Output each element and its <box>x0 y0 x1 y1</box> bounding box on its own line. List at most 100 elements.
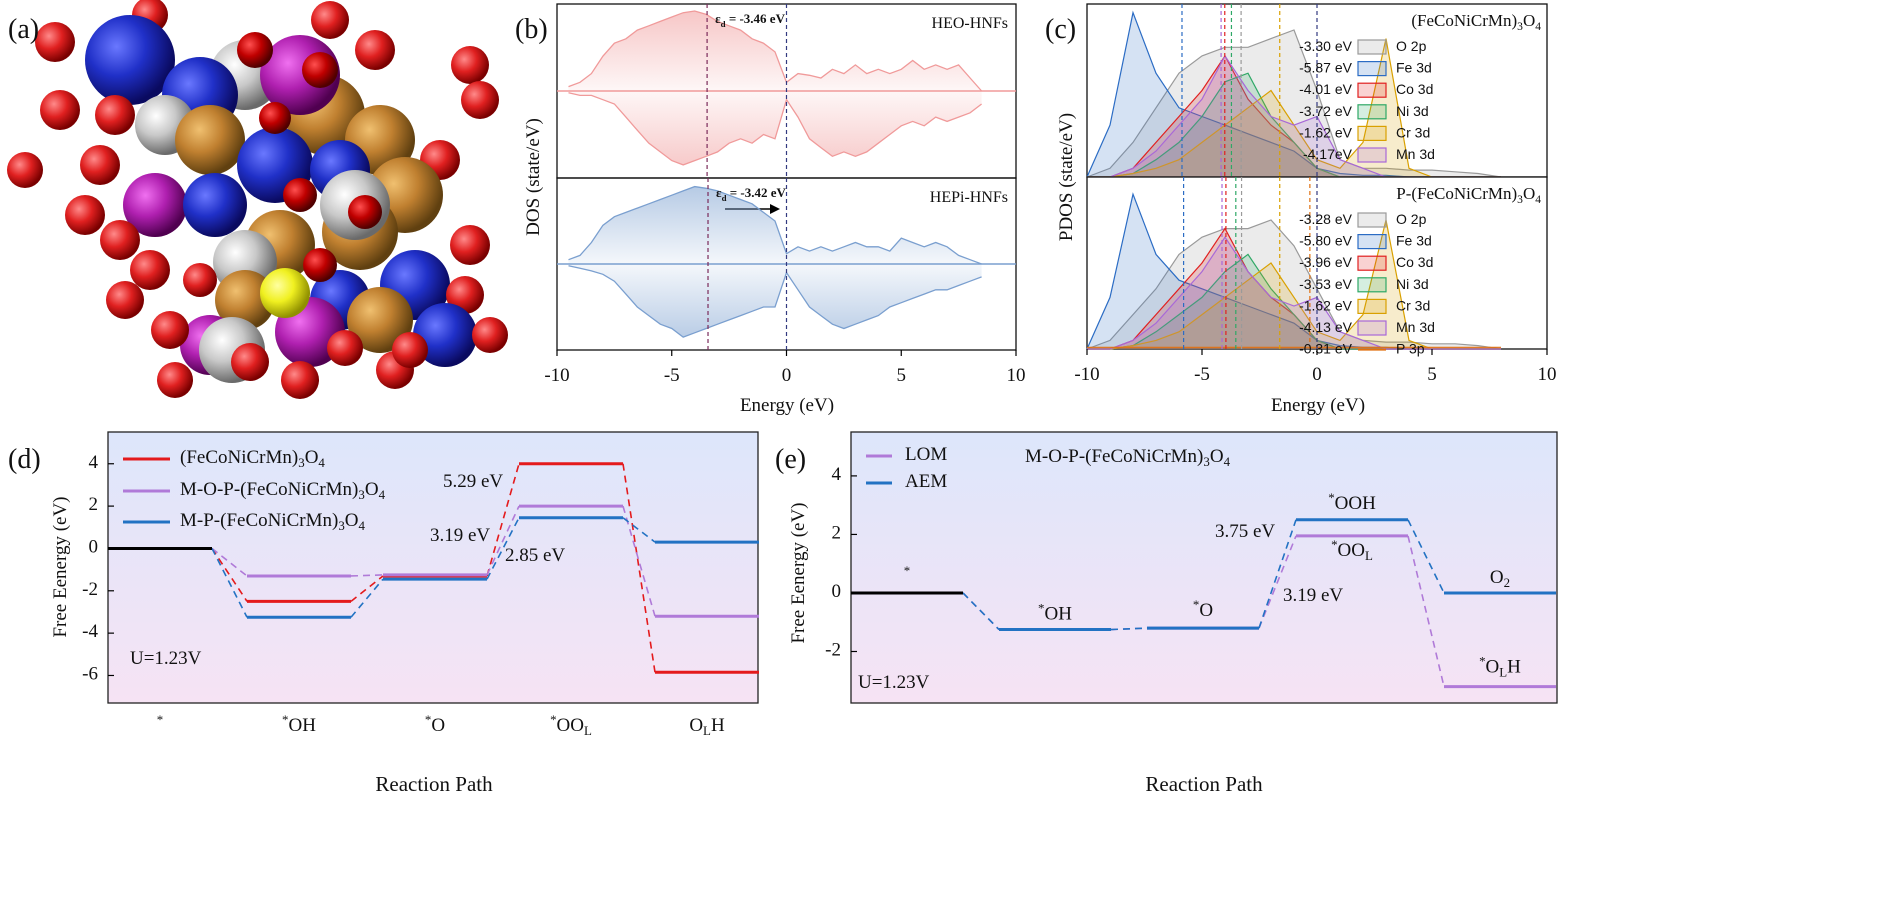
atom <box>451 46 489 84</box>
text-part: Cr 3d <box>1396 124 1430 140</box>
atom <box>311 1 349 39</box>
atom <box>450 225 490 265</box>
text-part: 3 <box>1517 20 1523 33</box>
legend-swatch <box>1357 234 1387 250</box>
atom <box>283 178 317 212</box>
legend-label: Co 3d <box>1396 81 1433 97</box>
text-part: -3.72 eV <box>1299 103 1353 119</box>
legend-center: -4.13 eV <box>1299 319 1353 335</box>
text-part: -2 <box>825 640 841 661</box>
text-part: OH <box>1045 604 1073 625</box>
pdos-line <box>1086 29 1502 178</box>
connector <box>211 547 248 577</box>
legend-center: -5.80 eV <box>1299 232 1353 248</box>
text-part: ε <box>716 185 722 200</box>
legend-swatch <box>1357 104 1387 120</box>
annotation: 3.19 eV <box>430 525 490 546</box>
text-part: O <box>345 510 359 531</box>
condition-label: U=1.23V <box>130 648 202 669</box>
text-part: -0.31 eV <box>1299 340 1353 356</box>
annotation: 2.85 eV <box>505 545 565 566</box>
d-band-center: εd = -3.42 eV <box>716 185 786 203</box>
y-axis-title: PDOS (state/eV) <box>1056 113 1077 241</box>
legend-label: LOM <box>905 444 947 465</box>
atom <box>260 268 310 318</box>
legend-swatch <box>1357 255 1387 271</box>
atom <box>281 361 319 399</box>
legend-swatch <box>1357 60 1387 77</box>
atom <box>100 220 140 260</box>
atom <box>347 287 413 353</box>
legend-label: Mn 3d <box>1396 146 1435 162</box>
text-part: 4 <box>1535 193 1541 206</box>
text-part: (FeCoNiCrMn) <box>180 447 298 468</box>
connector <box>486 505 520 576</box>
legend-label: AEM <box>905 471 947 492</box>
level-label: *OH <box>1038 601 1072 625</box>
text-part: -3.30 eV <box>1299 38 1353 54</box>
text-part: Free Eenergy (eV) <box>788 502 809 643</box>
legend-swatch <box>1357 125 1387 142</box>
atom <box>157 362 193 398</box>
text-part: 3.19 eV <box>430 525 490 546</box>
text-part: 5 <box>1427 364 1437 385</box>
text-part: (d) <box>8 444 41 475</box>
dos-shade <box>568 11 982 91</box>
annotation: 3.19 eV <box>1283 585 1343 606</box>
text-part: Co 3d <box>1396 81 1433 97</box>
text-part: -4 <box>82 621 98 642</box>
connector <box>962 592 1000 631</box>
text-part: = -3.42 eV <box>726 185 786 200</box>
dos-shade <box>568 91 982 165</box>
legend-center: -4.17eV <box>1303 146 1353 162</box>
text-part: U=1.23V <box>130 648 202 669</box>
y-axis-title: DOS (state/eV) <box>523 118 544 236</box>
legend-label: O 2p <box>1396 211 1427 227</box>
text-part: O <box>1199 600 1213 621</box>
panel-label: (c) <box>1045 14 1076 45</box>
text-part: O <box>689 715 703 736</box>
y-axis-title: Free Eenergy (eV) <box>50 496 71 637</box>
text-part: Mn 3d <box>1396 319 1435 335</box>
text-part: M-O-P-(FeCoNiCrMn) <box>1025 446 1203 467</box>
x-axis-title: Energy (eV) <box>740 395 834 416</box>
condition-label: U=1.23V <box>858 672 930 693</box>
text-part: Fe 3d <box>1396 59 1432 75</box>
legend-label: Cr 3d <box>1396 297 1430 313</box>
text-part: -2 <box>82 579 98 600</box>
pdos-shade <box>1087 220 1501 349</box>
legend-swatch <box>1357 320 1387 336</box>
plot-area <box>107 431 759 704</box>
text-part: Reaction Path <box>1145 772 1263 796</box>
legend-swatch <box>1357 298 1387 314</box>
connector <box>350 574 384 577</box>
dos-shade <box>568 264 982 338</box>
legend-label: Fe 3d <box>1396 59 1432 75</box>
subplot-title: P-(FeCoNiCrMn)3O4 <box>1396 184 1541 206</box>
text-part: Fe 3d <box>1396 232 1432 248</box>
x-tick-label: -10 <box>1074 364 1099 385</box>
pdos-shade <box>1087 228 1501 349</box>
text-part: -3.28 eV <box>1299 211 1353 227</box>
atom <box>461 81 499 119</box>
text-part: * <box>1331 537 1337 552</box>
text-part: M-O-P-(FeCoNiCrMn) <box>180 479 358 500</box>
text-part: * <box>157 712 163 727</box>
legend-center: -1.62 eV <box>1299 297 1353 313</box>
text-part: * <box>282 712 288 727</box>
text-part: 3.75 eV <box>1215 521 1275 542</box>
text-part: -4.17eV <box>1303 146 1353 162</box>
legend-label: Ni 3d <box>1396 276 1429 292</box>
x-tick-label: 5 <box>1427 364 1437 385</box>
text-part: 3 <box>1203 454 1209 469</box>
y-tick-label: 0 <box>832 581 842 602</box>
connector <box>1407 519 1445 594</box>
subplot-title: HEO-HNFs <box>932 15 1008 32</box>
legend-center: -5.87 eV <box>1299 59 1353 75</box>
text-part: 5.29 eV <box>443 471 503 492</box>
text-part: O 2p <box>1396 211 1427 227</box>
y-tick-label: 2 <box>832 523 842 544</box>
atom <box>302 52 338 88</box>
connector <box>1407 535 1445 687</box>
text-part: 4 <box>832 464 842 485</box>
